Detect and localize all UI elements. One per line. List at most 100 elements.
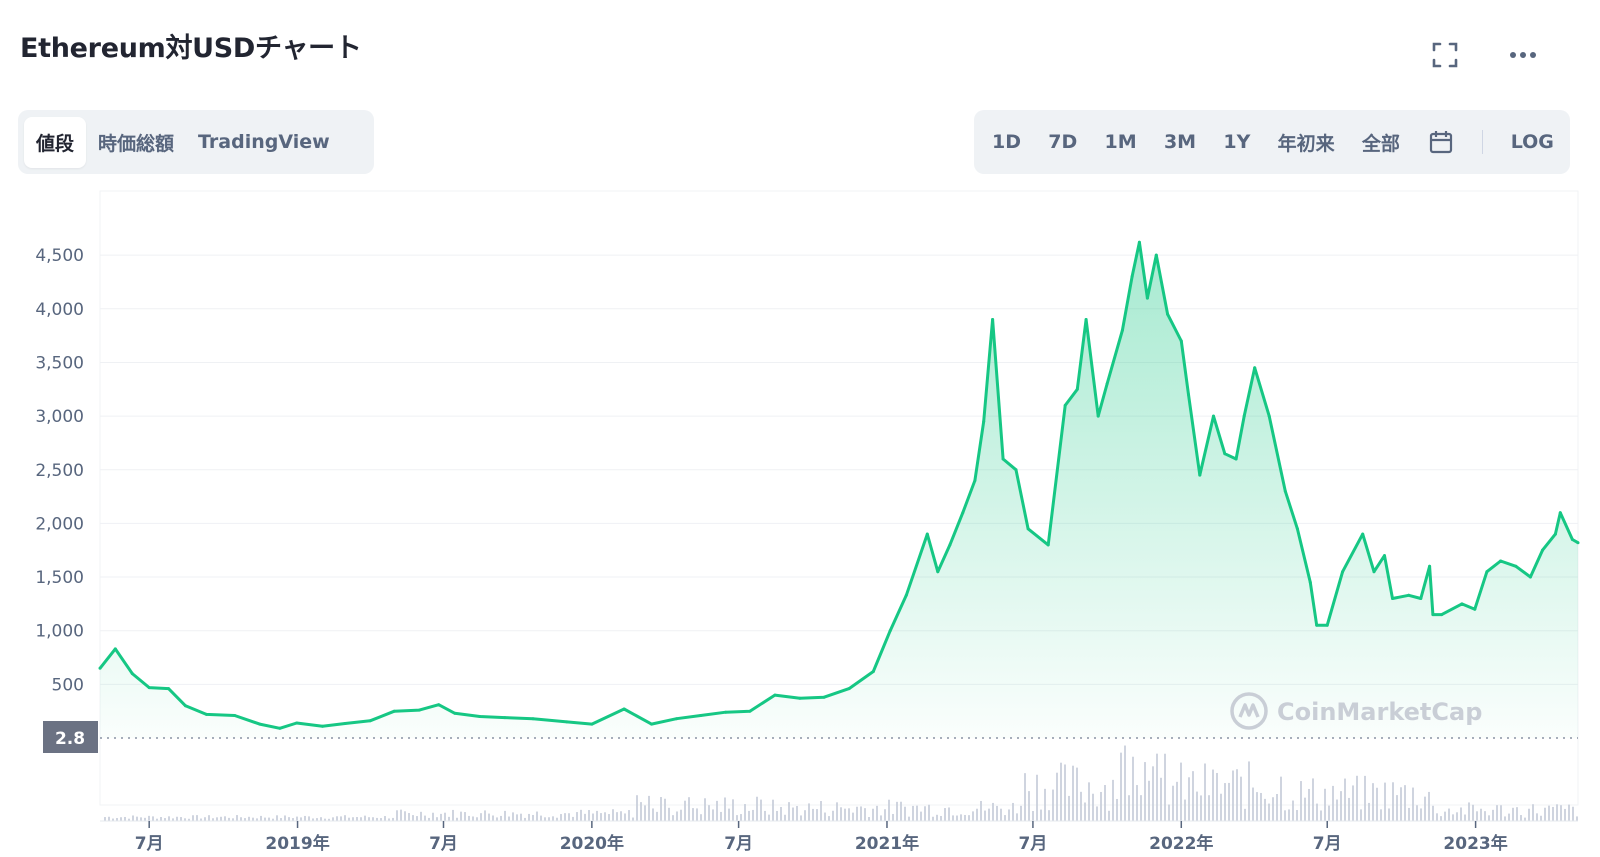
volume-bar bbox=[1248, 761, 1250, 821]
volume-bar bbox=[148, 815, 150, 821]
data-point bbox=[1105, 382, 1109, 386]
data-point bbox=[991, 318, 995, 321]
range-1y[interactable]: 1Y bbox=[1223, 131, 1251, 153]
data-point bbox=[1120, 328, 1124, 332]
y-tick-label: 4,500 bbox=[35, 246, 84, 266]
price-chart[interactable]: 500 1,000 1,500 2,000 2,500 3,000 3,500 4,000 4,… bbox=[0, 185, 1600, 857]
volume-bar bbox=[1060, 762, 1062, 821]
volume-bar bbox=[620, 811, 622, 821]
volume-bar bbox=[1004, 815, 1006, 821]
volume-bar bbox=[192, 815, 194, 821]
volume-bar bbox=[1108, 810, 1110, 821]
volume-bar bbox=[624, 813, 626, 821]
volume-bar bbox=[796, 806, 798, 821]
data-point bbox=[295, 721, 299, 725]
volume-bar bbox=[704, 798, 706, 821]
volume-bar bbox=[304, 815, 306, 821]
volume-bar bbox=[368, 817, 370, 821]
data-point bbox=[1063, 403, 1067, 407]
data-point bbox=[531, 717, 535, 721]
volume-bar bbox=[112, 818, 114, 821]
fullscreen-icon[interactable] bbox=[1428, 38, 1462, 72]
watermark-text: CoinMarketCap bbox=[1277, 698, 1482, 726]
data-point bbox=[417, 708, 421, 712]
volume-bar bbox=[636, 795, 638, 821]
volume-bar bbox=[1380, 809, 1382, 821]
volume-bar bbox=[820, 801, 822, 821]
volume-bar bbox=[364, 815, 366, 821]
volume-bar bbox=[1052, 789, 1054, 821]
volume-bar bbox=[740, 814, 742, 821]
calendar-icon[interactable] bbox=[1427, 128, 1455, 156]
data-point bbox=[392, 709, 396, 713]
log-toggle[interactable]: LOG bbox=[1510, 131, 1554, 153]
range-3m[interactable]: 3M bbox=[1163, 131, 1197, 153]
volume-bar bbox=[1412, 787, 1414, 821]
header-actions bbox=[1428, 38, 1540, 72]
volume-bar bbox=[1488, 815, 1490, 821]
volume-bar bbox=[1048, 810, 1050, 821]
volume-bar bbox=[1296, 810, 1298, 821]
volume-bar bbox=[592, 813, 594, 821]
volume-bar bbox=[1056, 772, 1058, 821]
volume-bar bbox=[1396, 795, 1398, 821]
volume-bar bbox=[456, 817, 458, 821]
x-tick-label: 7月 bbox=[1313, 834, 1342, 854]
data-point bbox=[1558, 511, 1562, 515]
volume-bar bbox=[108, 816, 110, 821]
volume-bar bbox=[1472, 804, 1474, 821]
more-dots-icon[interactable] bbox=[1506, 38, 1540, 72]
volume-bar bbox=[1160, 777, 1162, 821]
volume-bar bbox=[1532, 804, 1534, 821]
volume-bar bbox=[872, 808, 874, 821]
volume-bar bbox=[184, 818, 186, 821]
volume-bar bbox=[104, 817, 106, 821]
data-point bbox=[1166, 312, 1170, 316]
volume-bar bbox=[924, 806, 926, 821]
volume-bar bbox=[1448, 808, 1450, 821]
volume-bar bbox=[932, 816, 934, 821]
volume-bar bbox=[1284, 810, 1286, 821]
tab-market-cap[interactable]: 時価総額 bbox=[98, 132, 175, 155]
volume-bar bbox=[1128, 795, 1130, 821]
data-point bbox=[1145, 296, 1149, 300]
volume-bar bbox=[404, 811, 406, 821]
volume-bar bbox=[248, 816, 250, 821]
volume-bar bbox=[1208, 795, 1210, 821]
volume-bar bbox=[476, 817, 478, 821]
data-point bbox=[478, 715, 482, 718]
volume-bar bbox=[788, 802, 790, 821]
data-point bbox=[343, 722, 347, 725]
volume-bar bbox=[1064, 764, 1066, 821]
volume-bar bbox=[296, 816, 298, 821]
data-point bbox=[1553, 532, 1557, 536]
tab-tradingview[interactable]: TradingView bbox=[198, 131, 330, 153]
volume-bar bbox=[1312, 778, 1314, 821]
volume-bar bbox=[532, 814, 534, 821]
volume-bar bbox=[1264, 798, 1266, 821]
volume-bar bbox=[1512, 807, 1514, 821]
volume-bar bbox=[784, 814, 786, 821]
volume-bar bbox=[300, 817, 302, 821]
data-point bbox=[904, 593, 908, 597]
volume-bar bbox=[360, 817, 362, 821]
data-point bbox=[973, 479, 977, 482]
volume-bar bbox=[720, 811, 722, 821]
volume-bar bbox=[508, 816, 510, 821]
volume-bar bbox=[848, 808, 850, 821]
volume-bar bbox=[1032, 810, 1034, 821]
range-ytd[interactable]: 年初来 bbox=[1277, 132, 1335, 155]
range-1d[interactable]: 1D bbox=[992, 131, 1021, 153]
volume-bar bbox=[208, 815, 210, 821]
range-1m[interactable]: 1M bbox=[1104, 131, 1137, 153]
volume-bar bbox=[204, 817, 206, 821]
volume-bar bbox=[1436, 813, 1438, 821]
volume-bar bbox=[908, 816, 910, 821]
range-7d[interactable]: 7D bbox=[1048, 131, 1078, 153]
x-tick-label: 2023年 bbox=[1443, 833, 1507, 854]
volume-bar bbox=[1220, 793, 1222, 821]
range-all[interactable]: 全部 bbox=[1361, 132, 1400, 155]
volume-bar bbox=[440, 813, 442, 821]
tab-price[interactable]: 値段 bbox=[24, 116, 87, 168]
volume-bar bbox=[972, 811, 974, 821]
